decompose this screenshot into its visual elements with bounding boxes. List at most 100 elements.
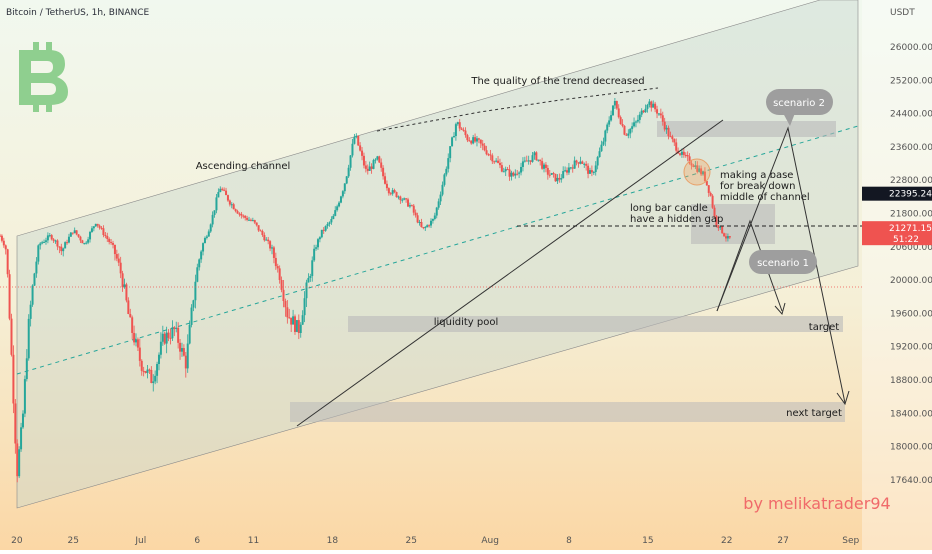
candle-body [261, 231, 264, 235]
candle-body [54, 240, 57, 242]
candle-body [707, 185, 710, 193]
candle-body [518, 172, 521, 174]
candle-body [69, 232, 72, 237]
candle-body [46, 235, 49, 241]
candle-body [431, 218, 434, 221]
candle-body [171, 327, 174, 339]
candle-body [458, 122, 461, 129]
channel-midline [16, 125, 859, 375]
trend-quality-line [376, 87, 659, 132]
candle-body [27, 318, 30, 359]
candle-body [407, 199, 410, 207]
candle-body [184, 355, 187, 369]
candle-body [497, 160, 500, 163]
candle-body [598, 151, 601, 158]
candle-body [125, 284, 128, 301]
candle-body [39, 243, 42, 246]
base-highlight-circle [683, 158, 711, 186]
price-tick-label: 23600.00 [890, 143, 932, 153]
time-tick-label: 27 [777, 536, 788, 546]
candle-body [43, 241, 46, 243]
candle-body [583, 163, 586, 165]
candle-body [200, 251, 203, 260]
candle-body [506, 169, 509, 171]
candle-body [646, 104, 649, 109]
candle-body [721, 226, 724, 234]
scenario-1-bubble [749, 250, 817, 274]
candle-body [341, 191, 344, 197]
marked-level-badge [862, 186, 932, 201]
candle-body [430, 220, 432, 226]
next-target-annotation: next target [786, 408, 842, 419]
candle-body [661, 115, 664, 122]
candle-body [466, 135, 469, 141]
candle-body [10, 318, 13, 355]
candle-body [520, 166, 523, 173]
candle-body [537, 159, 540, 161]
candle-body [138, 347, 141, 361]
candle-body [556, 177, 559, 182]
candle-body [246, 217, 249, 220]
scenario-2-path [716, 126, 846, 404]
candle-body [439, 194, 442, 202]
candle-body [573, 160, 576, 169]
candle-body [278, 268, 281, 280]
candle-body [717, 225, 720, 229]
candle-body [129, 313, 132, 318]
candle-body [58, 246, 61, 248]
candle-body [320, 229, 323, 238]
candle-body [627, 133, 630, 136]
candle-body [106, 235, 109, 240]
countdown-label: 51:22 [893, 235, 919, 245]
candle-body [384, 176, 387, 184]
candle-body [142, 370, 145, 372]
marked-level-label: 22395.24 [889, 190, 932, 200]
candle-body [345, 176, 348, 184]
candle-body [311, 260, 314, 277]
candle-body [207, 231, 210, 237]
candle-body [152, 381, 155, 383]
chart-title: Bitcoin / TetherUS, 1h, BINANCE [6, 8, 150, 18]
candle-body [135, 339, 138, 343]
price-tick-label: 17640.00 [890, 476, 932, 486]
candle-body [585, 163, 588, 166]
candle-body [445, 168, 448, 175]
price-tick-label: 20600.00 [890, 243, 932, 253]
candle-body [719, 226, 722, 229]
price-tick-label: 24400.00 [890, 110, 932, 120]
candle-body [236, 211, 239, 214]
candle-body [364, 165, 367, 169]
candle-body [428, 225, 431, 227]
scenario-2-bubble [766, 89, 833, 115]
candle-body [186, 343, 189, 369]
candle-body [500, 165, 503, 172]
candle-body [372, 160, 375, 169]
candle-body [631, 126, 634, 129]
candle-body [502, 171, 505, 173]
candle-body [328, 222, 331, 224]
long-bar-annotation: have a hidden gap [630, 214, 723, 225]
candle-body [359, 145, 362, 151]
candle-body [251, 220, 254, 222]
candle-body [274, 257, 277, 267]
candle-body [316, 239, 319, 248]
time-tick-label: Jul [134, 536, 146, 546]
candle-body [81, 240, 84, 244]
candle-body [516, 173, 519, 175]
candle-body [724, 236, 727, 239]
candle-body [493, 161, 496, 163]
candle-body [642, 110, 645, 113]
candle-body [692, 165, 695, 167]
candle-body [25, 358, 28, 380]
candle-body [468, 140, 471, 142]
candle-body [253, 220, 256, 223]
candle-body [470, 141, 473, 144]
candle-body [600, 144, 603, 152]
candle-body [322, 229, 325, 231]
scenario-2-bubble-tail [783, 113, 795, 126]
candle-body [464, 130, 467, 136]
candle-body [102, 228, 105, 236]
candle-body [684, 154, 687, 156]
candle-body [307, 277, 310, 283]
